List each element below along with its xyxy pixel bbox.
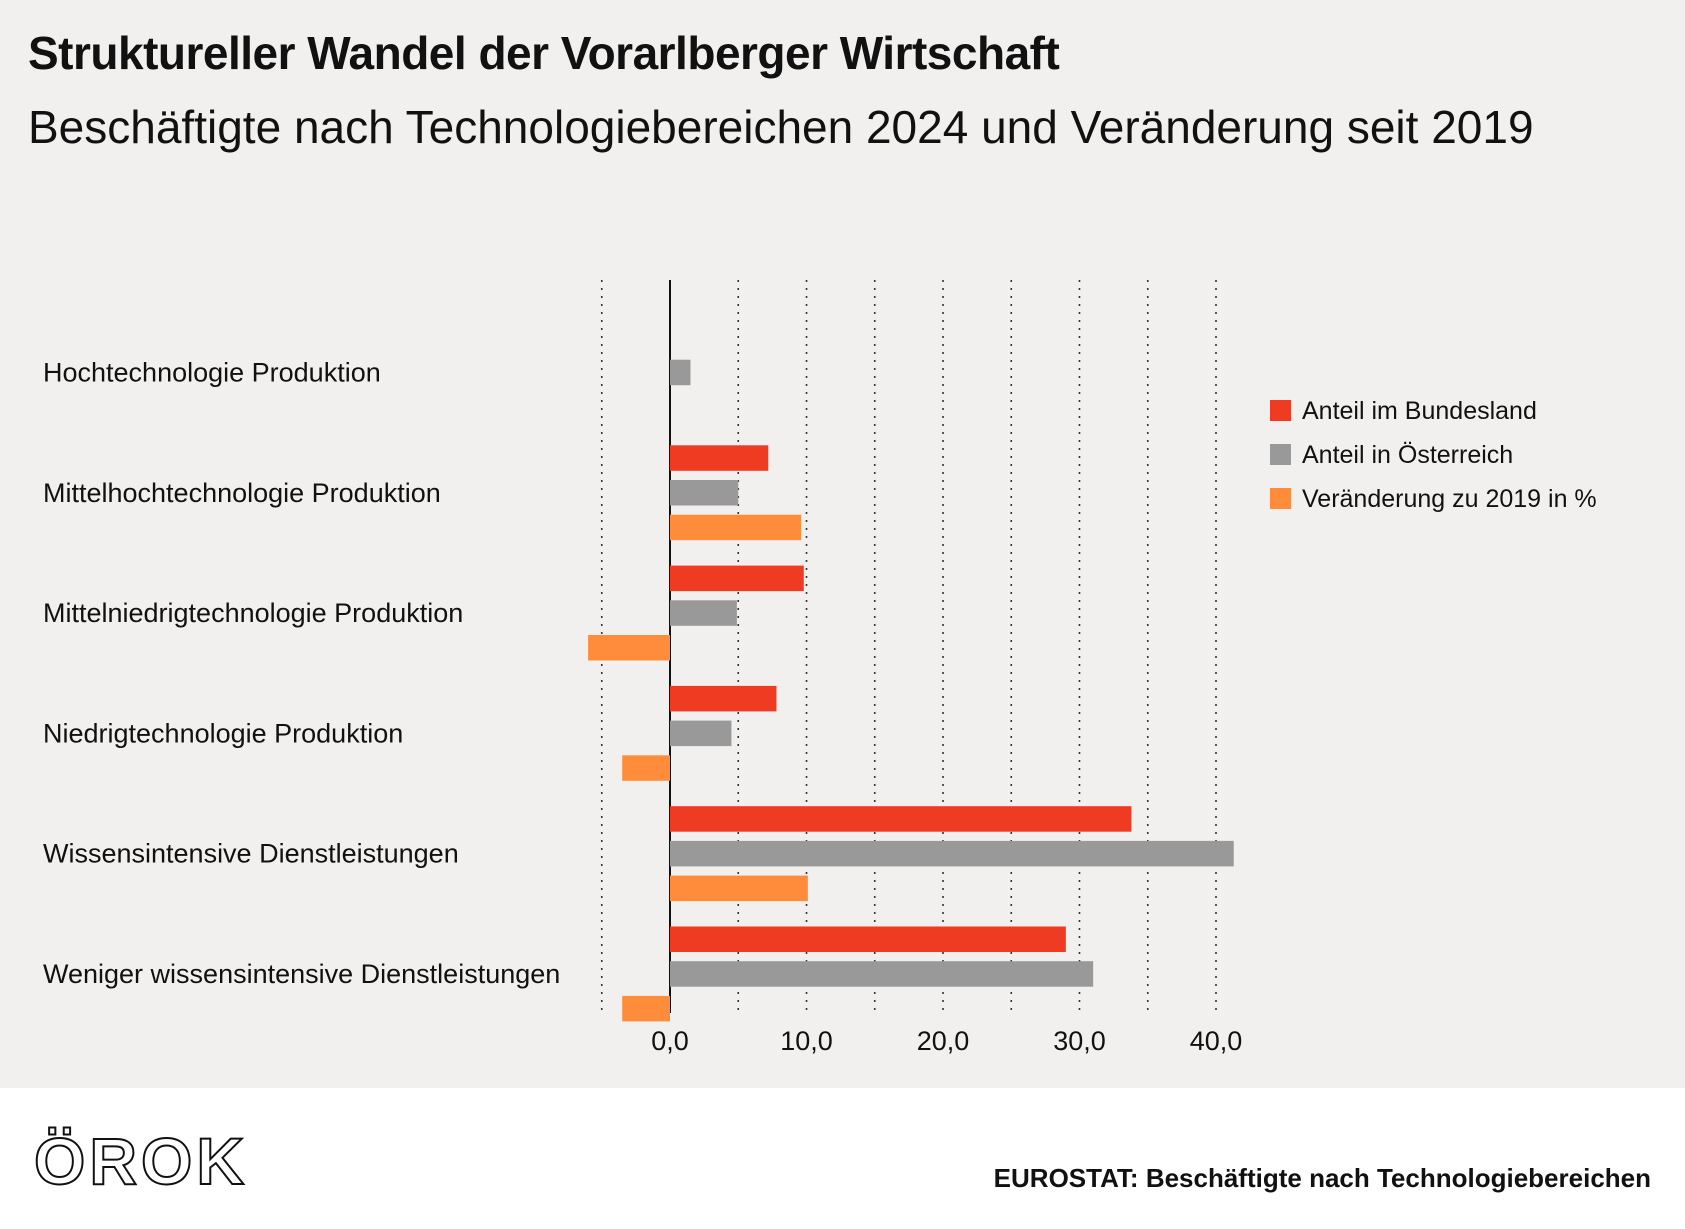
orok-logo: ÖROK xyxy=(33,1124,248,1198)
legend-label: Anteil in Österreich xyxy=(1302,441,1513,469)
bar-chart: Hochtechnologie Produktion Mittelhochtech… xyxy=(43,280,1597,1056)
bar xyxy=(622,755,670,781)
bar xyxy=(670,445,769,471)
grid-layer xyxy=(600,280,1217,1013)
x-tick-label: 10,0 xyxy=(780,1026,833,1056)
legend-swatch xyxy=(1270,488,1291,509)
bar xyxy=(670,875,808,902)
source-note: EUROSTAT: Beschäftigte nach Technologieb… xyxy=(993,1163,1651,1193)
legend-label: Anteil im Bundesland xyxy=(1302,397,1537,425)
bar xyxy=(670,685,777,712)
category-label: Mittelhochtechnologie Produktion xyxy=(43,478,441,508)
bar xyxy=(670,961,1094,987)
category-label: Weniger wissensintensive Dienstleistunge… xyxy=(43,959,560,989)
bar xyxy=(670,720,732,747)
bar xyxy=(670,806,1132,832)
bar xyxy=(670,840,1234,867)
bar xyxy=(670,514,802,541)
chart-subtitle: Beschäftigte nach Technologiebereichen 2… xyxy=(28,101,1534,153)
bar xyxy=(670,480,739,506)
legend-swatch xyxy=(1270,444,1291,465)
label-layer: Hochtechnologie Produktion Mittelhochtech… xyxy=(43,357,1242,1056)
x-tick-label: 20,0 xyxy=(917,1026,970,1056)
bar-layer xyxy=(588,359,1234,1022)
category-label: Mittelniedrigtechnologie Produktion xyxy=(43,598,463,628)
category-label: Hochtechnologie Produktion xyxy=(43,357,381,387)
bar xyxy=(622,995,670,1022)
bar xyxy=(588,635,670,661)
x-tick-label: 30,0 xyxy=(1053,1026,1106,1056)
category-label: Niedrigtechnologie Produktion xyxy=(43,718,403,748)
bar xyxy=(670,926,1066,952)
chart-title: Struktureller Wandel der Vorarlberger Wi… xyxy=(28,27,1060,79)
bar xyxy=(670,565,804,592)
legend-swatch xyxy=(1270,400,1291,421)
legend: Anteil im Bundesland Anteil in Österreich… xyxy=(1270,397,1597,513)
x-tick-label: 0,0 xyxy=(651,1026,689,1056)
chart-panel xyxy=(0,0,1685,1088)
legend-label: Veränderung zu 2019 in % xyxy=(1302,485,1597,513)
category-label: Wissensintensive Dienstleistungen xyxy=(43,839,459,869)
x-tick-label: 40,0 xyxy=(1190,1026,1243,1056)
bar xyxy=(670,600,737,626)
bar xyxy=(670,359,691,386)
